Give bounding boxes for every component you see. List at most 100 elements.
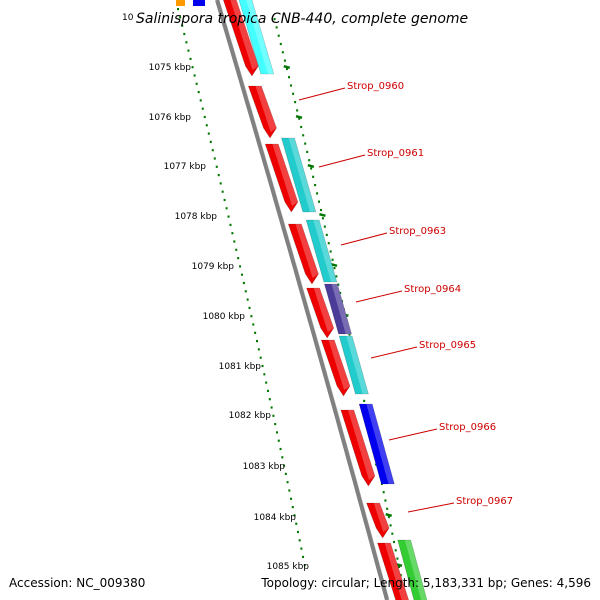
inner-tick-dot <box>295 522 298 525</box>
outer-tick-dot <box>275 26 278 29</box>
gene-label-0963[interactable]: Strop_0963 <box>389 226 446 237</box>
tick-label-1074: 10 <box>122 13 134 23</box>
outer-tick-dot <box>319 208 322 212</box>
major-tick <box>295 114 303 120</box>
outer-tick-dot <box>394 549 397 552</box>
inner-tick-dot <box>209 140 212 143</box>
inner-tick-dot <box>259 356 262 359</box>
inner-tick-dot <box>293 514 296 517</box>
outer-tick-dot <box>296 109 299 112</box>
leader-0966 <box>388 428 438 441</box>
leader-0960 <box>298 87 346 101</box>
gene-label-0964[interactable]: Strop_0964 <box>404 284 461 295</box>
inner-tick-dot <box>275 431 278 434</box>
outer-tick-dot <box>277 34 280 37</box>
gene-orange-top <box>176 0 185 6</box>
major-tick <box>307 163 315 169</box>
inner-tick-dot <box>270 406 273 409</box>
inner-tick-dot <box>225 207 228 210</box>
outer-tick-dot <box>308 159 311 162</box>
map-title: Salinispora tropica CNB-440, complete ge… <box>136 11 468 27</box>
leader-0964 <box>355 290 403 303</box>
gene-red-4 <box>287 223 319 285</box>
inner-tick-dot <box>298 539 301 542</box>
inner-tick-dot <box>248 306 251 309</box>
leader-0967 <box>407 502 455 513</box>
gene-label-0960[interactable]: Strop_0960 <box>347 81 404 92</box>
outer-tick-dot <box>283 59 286 62</box>
gene-red-3 <box>264 143 299 213</box>
tick-label-1082: 1082 kbp <box>229 411 272 421</box>
gene-label-leaders <box>298 87 455 513</box>
gene-label-0967[interactable]: Strop_0967 <box>456 496 513 507</box>
outer-tick-dot <box>335 275 338 278</box>
tick-label-1079: 1079 kbp <box>192 262 235 272</box>
inner-tick-dot <box>181 24 184 27</box>
outer-tick-dot <box>329 250 332 253</box>
inner-tick-dot <box>257 348 260 351</box>
gene-blue-1 <box>358 403 395 485</box>
tick-label-1084: 1084 kbp <box>254 513 297 523</box>
outer-tick-dot <box>382 491 385 494</box>
inner-tick-dot <box>215 165 218 168</box>
inner-tick-dot <box>252 323 255 326</box>
inner-tick-dot <box>279 447 282 451</box>
inner-tick-dot <box>239 265 242 268</box>
tick-label-1085: 1085 kbp <box>267 562 310 572</box>
inner-tick-dot <box>187 49 190 52</box>
inner-tick-dot <box>191 66 194 69</box>
outer-tick-dot <box>310 167 313 170</box>
gene-label-0966[interactable]: Strop_0966 <box>439 422 496 433</box>
outer-tick-dot <box>325 233 328 236</box>
gene-green-1 <box>397 539 428 600</box>
outer-tick-dot <box>306 150 309 153</box>
inner-tick-dot <box>300 547 303 550</box>
outer-tick-dot <box>290 84 293 87</box>
outer-tick-dot <box>279 42 282 46</box>
gene-cyan-4 <box>338 335 369 395</box>
inner-tick-dot <box>303 564 306 567</box>
outer-tick-dot <box>288 76 291 79</box>
inner-tick-dot <box>203 115 206 119</box>
inner-tick-dot <box>233 240 236 243</box>
inner-tick-dot <box>227 215 230 218</box>
inner-tick-dot <box>254 331 257 334</box>
inner-tick-dot <box>231 232 234 235</box>
gene-cyan-2 <box>281 137 317 213</box>
gene-red-1 <box>223 0 259 77</box>
major-tick <box>385 512 392 518</box>
inner-tick-dot <box>272 414 275 417</box>
inner-tick-dot <box>197 91 200 94</box>
inner-tick-dot <box>223 198 226 202</box>
inner-tick-dot <box>283 464 286 467</box>
gene-label-0961[interactable]: Strop_0961 <box>367 148 424 159</box>
outer-tick-dot <box>312 175 315 178</box>
gene-blue-top <box>193 0 205 6</box>
outer-tick-dot <box>339 291 342 295</box>
outer-tick-dot <box>318 200 321 203</box>
inner-tick-dot <box>263 373 266 376</box>
inner-tick-dot <box>237 257 240 260</box>
inner-tick-dot <box>255 340 258 343</box>
outer-tick-dot <box>337 283 340 286</box>
tick-label-1077: 1077 kbp <box>164 162 207 172</box>
inner-tick-dot <box>240 273 243 276</box>
inner-tick-dot <box>302 555 305 558</box>
gene-label-0965[interactable]: Strop_0965 <box>419 340 476 351</box>
outer-tick-dot <box>302 134 305 137</box>
inner-tick-dot <box>185 41 188 44</box>
inner-tick-dot <box>195 82 198 85</box>
inner-tick-dot <box>284 472 287 475</box>
inner-tick-dot <box>265 381 268 384</box>
inner-tick-dot <box>281 456 284 459</box>
tick-label-1078: 1078 kbp <box>175 212 218 222</box>
outer-tick-dot <box>399 574 402 577</box>
leader-0965 <box>370 346 418 359</box>
outer-tick-dot <box>304 142 307 145</box>
gene-cyan-3 <box>305 219 338 283</box>
tick-label-1083: 1083 kbp <box>243 462 286 472</box>
inner-tick-dot <box>244 290 247 293</box>
outer-tick-dot <box>348 333 351 336</box>
outer-tick-dot <box>314 184 317 187</box>
